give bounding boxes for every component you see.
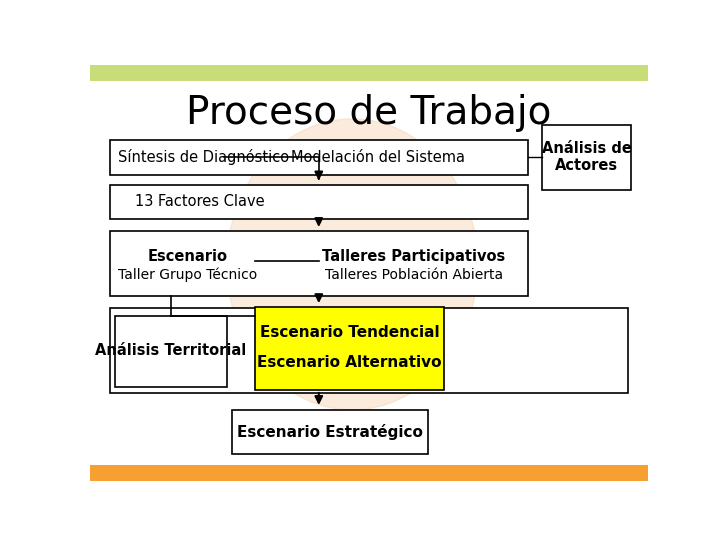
Bar: [109, 308, 629, 393]
Text: Escenario Tendencial: Escenario Tendencial: [260, 326, 439, 341]
Text: Taller Grupo Técnico: Taller Grupo Técnico: [118, 267, 257, 282]
Text: Talleres Participativos: Talleres Participativos: [322, 248, 505, 264]
Bar: [90, 65, 648, 80]
Bar: [109, 140, 528, 175]
Text: Escenario Alternativo: Escenario Alternativo: [257, 355, 442, 369]
Bar: [115, 316, 227, 387]
Bar: [255, 307, 444, 390]
Text: Escenario: Escenario: [148, 248, 228, 264]
Text: Escenario Estratégico: Escenario Estratégico: [237, 423, 423, 440]
Text: Modelación del Sistema: Modelación del Sistema: [291, 150, 465, 165]
Bar: [90, 465, 648, 481]
Text: Análisis de
Actores: Análisis de Actores: [541, 141, 631, 173]
Text: 13 Factores Clave: 13 Factores Clave: [135, 194, 264, 208]
Bar: [542, 125, 631, 190]
Bar: [109, 185, 528, 219]
Text: Análisis Territorial: Análisis Territorial: [95, 343, 246, 359]
Text: Síntesis de Diagnóstico: Síntesis de Diagnóstico: [118, 149, 289, 165]
Bar: [233, 410, 428, 454]
Bar: [109, 231, 528, 295]
Text: Talleres Población Abierta: Talleres Población Abierta: [325, 268, 503, 282]
Text: Proceso de Trabajo: Proceso de Trabajo: [186, 93, 552, 132]
Ellipse shape: [227, 119, 478, 410]
